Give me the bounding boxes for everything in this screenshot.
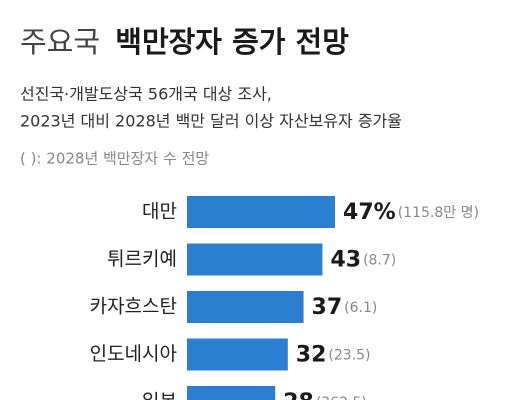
title-main: 백만장자 증가 전망 xyxy=(115,25,349,59)
bar-label: 32 (23.5) xyxy=(296,343,371,368)
bar-label: 47% (115.8만 명) xyxy=(343,200,479,225)
annotation: (6.1) xyxy=(344,300,377,316)
bar xyxy=(187,196,336,228)
annotation: (115.8만 명) xyxy=(398,205,479,221)
annotation: (362.5) xyxy=(316,395,367,400)
bar-label: 43 (8.7) xyxy=(330,248,396,273)
category-label: 일본 xyxy=(142,391,177,400)
annotation: (8.7) xyxy=(363,253,396,269)
value-label: 32 xyxy=(296,343,327,368)
value-label: 37 xyxy=(312,295,343,320)
category-label: 카자흐스탄 xyxy=(90,296,177,318)
bar xyxy=(187,338,288,371)
bar xyxy=(187,291,304,323)
annotation: (23.5) xyxy=(328,348,370,364)
bar xyxy=(187,243,323,276)
bar xyxy=(187,386,276,400)
value-label: 28 xyxy=(283,390,314,400)
category-label: 인도네시아 xyxy=(90,343,177,365)
category-label: 대만 xyxy=(142,201,177,223)
chart-title: 주요국 백만장자 증가 전망 xyxy=(20,25,349,59)
category-label: 튀르키예 xyxy=(107,248,177,270)
value-label: 47% xyxy=(343,200,396,225)
note: ( ): 2028년 백만장자 수 전망 xyxy=(20,150,209,168)
subtitle: 2023년 대비 2028년 백만 달러 이상 자산보유자 증가율 xyxy=(20,112,402,131)
title-prefix: 주요국 xyxy=(20,25,100,59)
bar-label: 28(362.5) xyxy=(283,390,367,400)
bar-label: 37 (6.1) xyxy=(312,295,378,320)
value-label: 43 xyxy=(330,248,361,273)
subtitle: 선진국·개발도상국 56개국 대상 조사, xyxy=(20,85,272,104)
